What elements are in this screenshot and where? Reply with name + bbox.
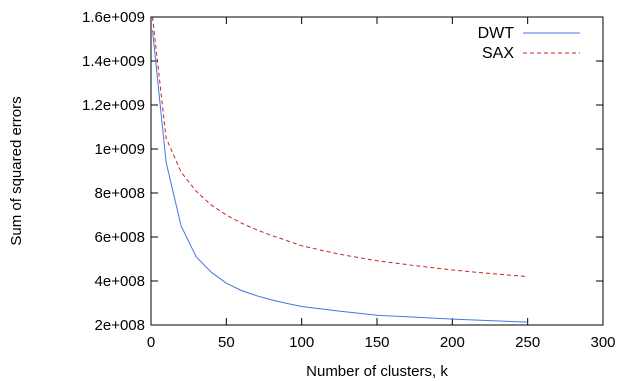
legend-label-sax: SAX (482, 45, 514, 62)
series-layer (152, 16, 528, 323)
x-tick-label: 0 (147, 334, 155, 351)
ticks-layer: 0 50 100 150 200 250 300 2e+008 4e+008 6e+008 8e+0… (82, 9, 616, 351)
y-tick-label: 1.4e+009 (82, 53, 145, 70)
y-tick-label: 1.2e+009 (82, 97, 145, 114)
series-line-sax (152, 16, 528, 278)
y-tick-label: 6e+008 (95, 229, 145, 246)
x-tick-label: 300 (590, 334, 615, 351)
series-line-dwt (152, 30, 528, 323)
x-tick-label: 150 (364, 334, 389, 351)
legend-label-dwt: DWT (478, 25, 515, 42)
y-tick-label: 1e+009 (95, 141, 145, 158)
y-axis-label: Sum of squared errors (8, 96, 25, 245)
y-tick-label: 8e+008 (95, 185, 145, 202)
x-tick-label: 100 (289, 334, 314, 351)
x-tick-label: 200 (440, 334, 465, 351)
y-tick-label: 1.6e+009 (82, 9, 145, 26)
y-tick-label: 2e+008 (95, 317, 145, 334)
y-tick-label: 4e+008 (95, 273, 145, 290)
plot-frame (150, 16, 604, 326)
legend: DWT SAX (478, 25, 580, 62)
x-axis-label: Number of clusters, k (306, 363, 448, 380)
x-tick-label: 250 (515, 334, 540, 351)
x-tick-label: 50 (218, 334, 235, 351)
